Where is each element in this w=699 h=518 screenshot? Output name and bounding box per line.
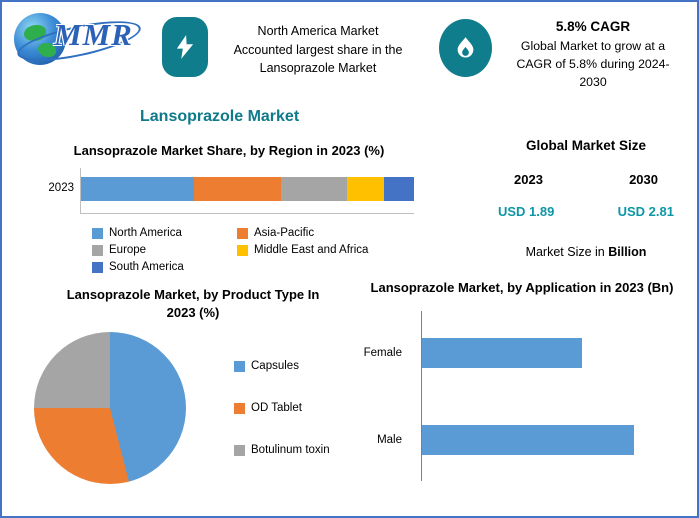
bar-category-label: Male bbox=[377, 433, 402, 446]
y-axis-line bbox=[421, 311, 422, 482]
flame-icon bbox=[457, 36, 474, 57]
legend-item: Middle East and Africa bbox=[237, 244, 428, 256]
legend-label: Botulinum toxin bbox=[251, 444, 330, 457]
legend-label: Middle East and Africa bbox=[254, 244, 369, 257]
legend-swatch bbox=[237, 244, 248, 256]
globe-icon bbox=[14, 13, 66, 65]
legend-label: North America bbox=[109, 227, 182, 240]
bar-segment bbox=[280, 177, 348, 202]
legend-label: OD Tablet bbox=[251, 402, 302, 415]
pie-chart-title: Lansoprazole Market, by Product Type In … bbox=[66, 287, 320, 321]
application-bars: Female Male bbox=[354, 309, 684, 483]
region-stacked-bar bbox=[81, 177, 414, 202]
legend-swatch bbox=[234, 444, 245, 456]
legend-item: Capsules bbox=[234, 360, 330, 372]
legend-swatch bbox=[234, 360, 245, 372]
legend-item: Asia-Pacific bbox=[237, 227, 428, 239]
region-axes bbox=[80, 168, 414, 215]
page-title: Lansoprazole Market bbox=[140, 108, 300, 125]
bar-row: Female bbox=[354, 337, 684, 368]
lightning-bolt-icon bbox=[176, 35, 194, 59]
region-chart-plot-area: 2023 bbox=[30, 168, 428, 215]
flame-badge bbox=[439, 19, 492, 77]
legend-swatch bbox=[92, 261, 103, 273]
market-size-note: Market Size in Billion bbox=[480, 245, 692, 259]
pie-wrap: Capsules OD Tablet Botulinum toxin bbox=[24, 332, 362, 485]
application-chart-title: Lansoprazole Market, by Application in 2… bbox=[370, 280, 674, 295]
legend-item: Botulinum toxin bbox=[234, 444, 330, 456]
globe-land bbox=[38, 43, 56, 57]
application-chart-plot-area: Female Male bbox=[354, 309, 690, 483]
bar-category-label: Female bbox=[363, 346, 402, 359]
region-chart-title: Lansoprazole Market Share, by Region in … bbox=[73, 143, 385, 158]
application-chart-section: Lansoprazole Market, by Application in 2… bbox=[354, 279, 690, 483]
legend-swatch bbox=[92, 244, 103, 256]
na-highlight-text: North America Market Accounted largest s… bbox=[233, 23, 403, 76]
market-size-years: 2023 2030 bbox=[480, 172, 692, 187]
legend-swatch bbox=[92, 227, 103, 239]
market-note-unit: Billion bbox=[608, 245, 647, 259]
pie-section: Lansoprazole Market, by Product Type In … bbox=[24, 286, 362, 485]
legend-label: Capsules bbox=[251, 360, 299, 373]
market-year-2030: 2030 bbox=[629, 172, 658, 187]
market-value-2030: USD 2.81 bbox=[617, 204, 674, 219]
lightning-badge bbox=[162, 17, 208, 77]
bar-segment bbox=[384, 177, 414, 202]
market-year-2023: 2023 bbox=[514, 172, 543, 187]
logo-text: MMR bbox=[54, 17, 133, 52]
legend-label: South America bbox=[109, 261, 184, 274]
legend-label: Europe bbox=[109, 244, 147, 257]
bar-segment bbox=[194, 177, 281, 202]
market-size-title: Global Market Size bbox=[525, 138, 647, 153]
globe-land bbox=[24, 25, 46, 41]
pie-chart bbox=[34, 332, 186, 485]
region-legend: North America Asia-Pacific Europe Middle Ea… bbox=[92, 227, 428, 273]
legend-item: South America bbox=[92, 261, 227, 273]
legend-swatch bbox=[234, 402, 245, 414]
bar bbox=[422, 424, 634, 455]
cagr-text: Global Market to grow at a CAGR of 5.8% … bbox=[516, 39, 670, 89]
cagr-heading: 5.8% CAGR bbox=[555, 19, 631, 34]
bar-segment bbox=[81, 177, 195, 202]
pie-legend: Capsules OD Tablet Botulinum toxin bbox=[234, 360, 330, 456]
market-value-2023: USD 1.89 bbox=[498, 204, 555, 219]
legend-item: North America bbox=[92, 227, 227, 239]
market-size-values: USD 1.89 USD 2.81 bbox=[480, 204, 692, 219]
bar-row: Male bbox=[354, 424, 684, 455]
legend-label: Asia-Pacific bbox=[254, 227, 315, 240]
bar-segment bbox=[347, 177, 385, 202]
bar bbox=[422, 337, 583, 368]
legend-item: OD Tablet bbox=[234, 402, 330, 414]
market-size-panel: Global Market Size 2023 2030 USD 1.89 US… bbox=[480, 138, 692, 259]
mmr-logo: MMR bbox=[12, 8, 152, 70]
region-chart-section: Lansoprazole Market Share, by Region in … bbox=[30, 142, 428, 273]
cagr-block: 5.8% CAGR Global Market to grow at a CAG… bbox=[499, 19, 687, 91]
legend-item: Europe bbox=[92, 244, 227, 256]
region-category-label: 2023 bbox=[48, 182, 74, 195]
market-note-prefix: Market Size in bbox=[525, 245, 609, 259]
legend-swatch bbox=[237, 227, 248, 239]
